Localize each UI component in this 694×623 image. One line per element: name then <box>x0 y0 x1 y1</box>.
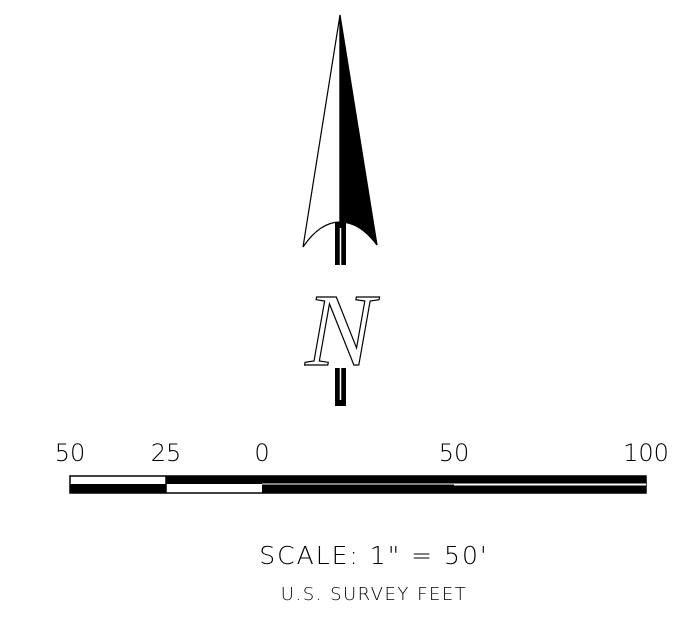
scale-tick-label: 0 <box>254 439 269 467</box>
scale-tick-label: 50 <box>439 439 470 467</box>
scale-tick-label: 25 <box>151 439 182 467</box>
units-text: U.S. SURVEY FEET <box>281 584 467 605</box>
scale-text: SCALE: 1" = 50' <box>259 541 488 570</box>
scale-segment <box>166 476 262 484</box>
arrow-left-half <box>302 14 341 248</box>
scale-segment <box>70 484 166 493</box>
scale-tick-label: 50 <box>55 439 86 467</box>
scale-tick-label: 100 <box>623 439 669 467</box>
arrow-right-half <box>339 14 378 246</box>
north-label: N <box>304 273 380 388</box>
